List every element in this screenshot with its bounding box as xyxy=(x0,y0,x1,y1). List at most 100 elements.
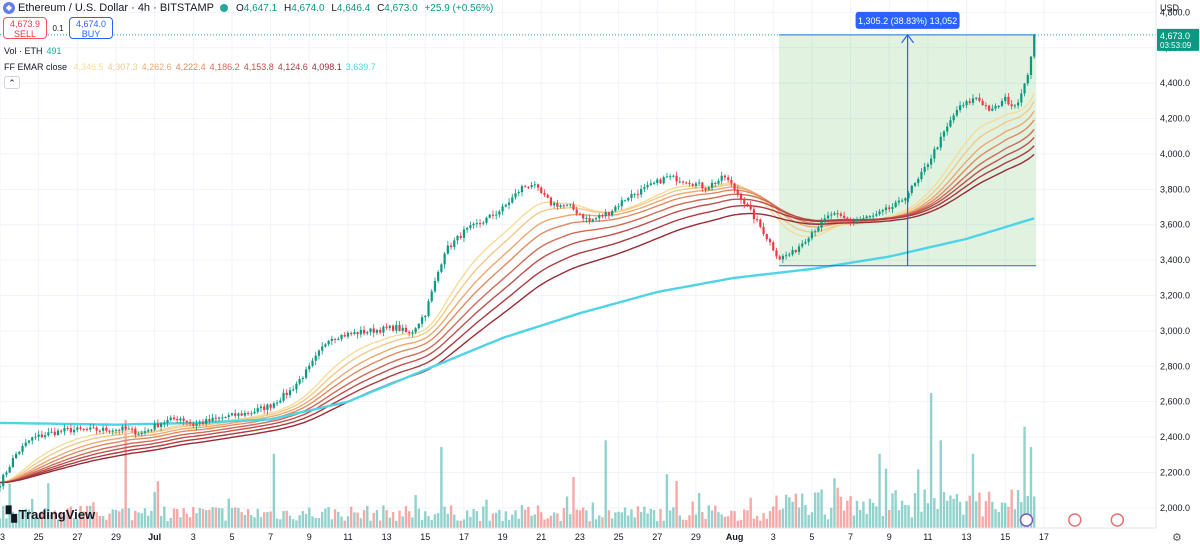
candle-body xyxy=(263,406,266,410)
time-tick-label: Aug xyxy=(726,532,744,542)
volume-bar xyxy=(1010,489,1013,528)
candle-body xyxy=(1033,34,1036,57)
volume-bar xyxy=(130,520,134,528)
settings-gear-icon[interactable]: ⚙ xyxy=(1172,532,1182,544)
candle-body xyxy=(878,211,881,215)
volume-bar xyxy=(494,512,498,528)
volume-bar xyxy=(627,515,630,528)
volume-bar xyxy=(147,515,150,528)
candle-body xyxy=(762,226,765,235)
candle-body xyxy=(698,182,701,184)
volume-bar xyxy=(784,494,788,528)
candle-body xyxy=(359,329,362,335)
candle-body xyxy=(211,417,214,421)
candle-body xyxy=(553,203,556,206)
candle-body xyxy=(498,211,501,215)
candle-body xyxy=(1023,83,1026,94)
candle-body xyxy=(594,218,598,220)
price-tick-label: 4,400.0 xyxy=(1160,78,1190,88)
candle-body xyxy=(511,197,514,203)
sell-button[interactable]: 4,673.9 SELL xyxy=(3,17,47,39)
candle-body xyxy=(346,332,350,337)
event-flag-icon xyxy=(1019,513,1034,527)
buy-button[interactable]: 4,674.0 BUY xyxy=(69,17,113,39)
candle-body xyxy=(214,417,217,419)
volume-bar xyxy=(533,514,537,528)
volume-bar xyxy=(121,508,124,528)
volume-bar xyxy=(66,508,69,528)
candle-body xyxy=(185,420,188,423)
candle-body xyxy=(946,126,949,132)
volume-legend[interactable]: Vol · ETH 491 xyxy=(4,46,62,56)
volume-bar xyxy=(8,483,11,528)
candle-body xyxy=(76,427,79,430)
symbol-title[interactable]: Ethereum / U.S. Dollar · 4h · BITSTAMP xyxy=(18,2,215,14)
volume-bar xyxy=(111,509,114,528)
candle-body xyxy=(459,235,462,238)
candle-body xyxy=(114,429,118,431)
volume-bar xyxy=(446,513,450,528)
candle-body xyxy=(237,413,240,416)
candle-body xyxy=(21,445,24,452)
candle-body xyxy=(1020,93,1023,103)
candle-body xyxy=(176,419,179,421)
candle-body xyxy=(823,218,826,221)
volume-bar xyxy=(411,517,414,528)
volume-bar xyxy=(697,493,701,528)
volume-bar xyxy=(275,518,279,528)
candle-body xyxy=(772,242,775,251)
ema-legend-value: 4,186.2 xyxy=(209,62,240,72)
volume-bar xyxy=(807,514,810,528)
volume-bar xyxy=(994,509,997,528)
volume-bar xyxy=(1029,447,1033,528)
volume-bar xyxy=(1016,490,1020,528)
volume-bar xyxy=(598,515,601,528)
volume-bar xyxy=(1004,502,1007,528)
volume-bar xyxy=(50,514,53,528)
candle-body xyxy=(369,328,372,333)
candle-body xyxy=(968,101,971,103)
candle-body xyxy=(288,390,292,396)
volume-bar xyxy=(929,393,933,528)
candle-body xyxy=(546,194,549,198)
candle-body xyxy=(888,207,891,210)
volume-bar xyxy=(910,517,913,528)
candle-body xyxy=(672,175,675,177)
currency-label[interactable]: USD xyxy=(1160,3,1180,13)
volume-bar xyxy=(433,514,437,528)
candle-body xyxy=(504,204,507,207)
candle-body xyxy=(894,202,897,208)
ema-line xyxy=(0,137,1035,484)
ema-legend[interactable]: FF EMAR close 4,346.5 4,307.3 4,262.6 4,222… xyxy=(4,62,376,72)
candle-body xyxy=(830,214,833,216)
candle-body xyxy=(643,187,646,189)
collapse-legend-button[interactable]: ⌃ xyxy=(4,76,20,89)
volume-bar xyxy=(668,510,672,528)
candle-body xyxy=(752,209,756,220)
volume-bar xyxy=(233,507,237,528)
candle-body xyxy=(598,215,601,219)
candle-body xyxy=(82,428,85,430)
time-tick-label: 5 xyxy=(809,532,814,542)
volume-bar xyxy=(968,495,971,528)
candle-body xyxy=(1004,96,1007,101)
candle-body xyxy=(420,317,424,324)
volume-bar xyxy=(163,506,166,528)
candle-body xyxy=(411,332,414,334)
candle-body xyxy=(920,171,923,180)
candle-body xyxy=(295,383,298,390)
volume-bar xyxy=(465,510,469,528)
volume-bar xyxy=(172,508,176,528)
volume-bar xyxy=(472,508,475,528)
candle-body xyxy=(917,179,920,184)
volume-bar xyxy=(279,519,282,528)
price-tick-label: 2,000.0 xyxy=(1160,503,1190,513)
volume-bar xyxy=(333,509,337,528)
volume-bar xyxy=(250,515,253,528)
volume-bar xyxy=(946,500,949,528)
volume-bar xyxy=(662,520,665,528)
volume-bar xyxy=(221,508,224,528)
volume-bar xyxy=(227,498,230,528)
candle-body xyxy=(66,428,69,430)
